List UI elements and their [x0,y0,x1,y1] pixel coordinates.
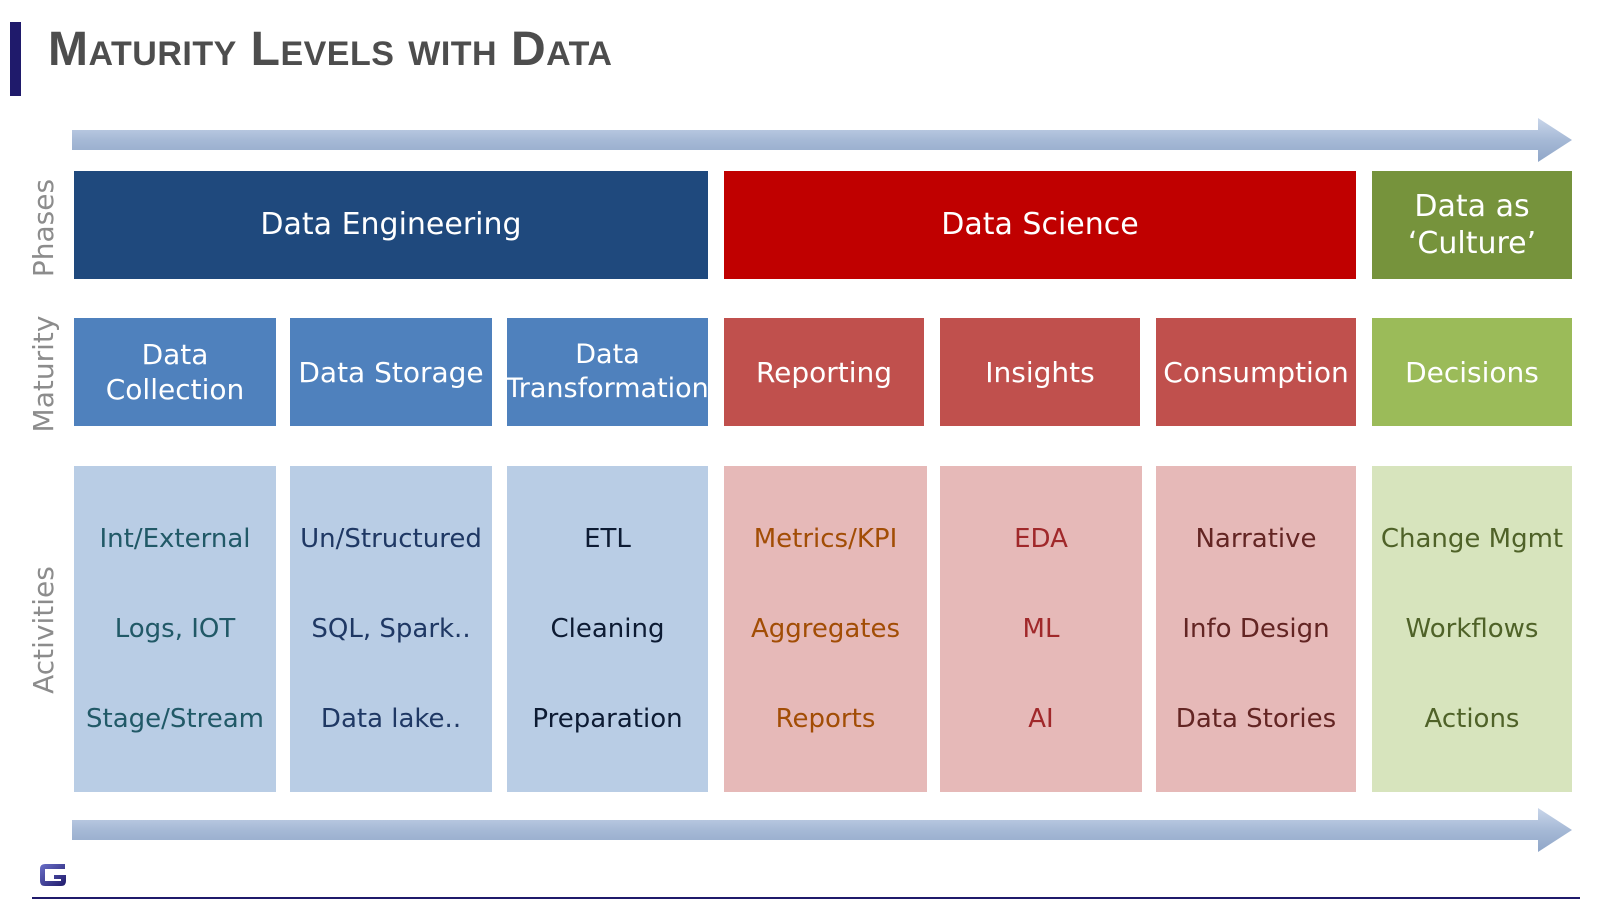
activities-data-transformation: ETL Cleaning Preparation [507,466,708,792]
phase-data-science: Data Science [724,171,1356,279]
activity-item: Info Design [1182,613,1330,644]
activity-item: Reports [775,703,876,734]
maturity-data-collection: Data Collection [74,318,276,426]
activities-reporting: Metrics/KPI Aggregates Reports [724,466,927,792]
activity-item: Metrics/KPI [753,523,898,554]
maturity-data-storage: Data Storage [290,318,492,426]
maturity-decisions: Decisions [1372,318,1572,426]
activities-consumption: Narrative Info Design Data Stories [1156,466,1356,792]
activity-item: EDA [1014,523,1068,554]
activities-insights: EDA ML AI [940,466,1142,792]
activity-item: Data lake.. [320,703,462,734]
activity-item: Preparation [532,703,683,734]
activity-item: Un/Structured [300,523,482,554]
activities-decisions: Change Mgmt Workflows Actions [1372,466,1572,792]
activity-item: ML [1022,613,1060,644]
activity-item: Aggregates [750,613,901,644]
activity-item: Stage/Stream [86,703,264,734]
activity-item: Narrative [1195,523,1317,554]
phase-data-engineering: Data Engineering [74,171,708,279]
company-logo-icon [40,864,66,886]
activity-item: SQL, Spark.. [311,613,471,644]
phase-data-as-culture: Data as ‘Culture’ [1372,171,1572,279]
activity-item: Logs, IOT [114,613,236,644]
page-title: Maturity Levels with Data [48,23,613,76]
activity-item: ETL [584,523,631,554]
activities-data-storage: Un/Structured SQL, Spark.. Data lake.. [290,466,492,792]
timeline-arrow-bottom [72,808,1572,852]
title-accent-bar [10,22,21,96]
timeline-arrow-top [72,118,1572,162]
activity-item: Data Stories [1175,703,1337,734]
maturity-reporting: Reporting [724,318,924,426]
activity-item: Workflows [1405,613,1539,644]
activity-item: AI [1028,703,1054,734]
activity-item: Actions [1424,703,1520,734]
maturity-data-transformation: Data Transformation [506,318,709,426]
activity-item: Int/External [99,523,251,554]
maturity-insights: Insights [940,318,1140,426]
activity-item: Cleaning [550,613,665,644]
row-label-activities: Activities [27,566,60,694]
activity-item: Change Mgmt [1380,523,1564,554]
activities-data-collection: Int/External Logs, IOT Stage/Stream [74,466,276,792]
footer-divider [32,897,1580,899]
row-label-maturity: Maturity [27,315,60,433]
maturity-consumption: Consumption [1156,318,1356,426]
